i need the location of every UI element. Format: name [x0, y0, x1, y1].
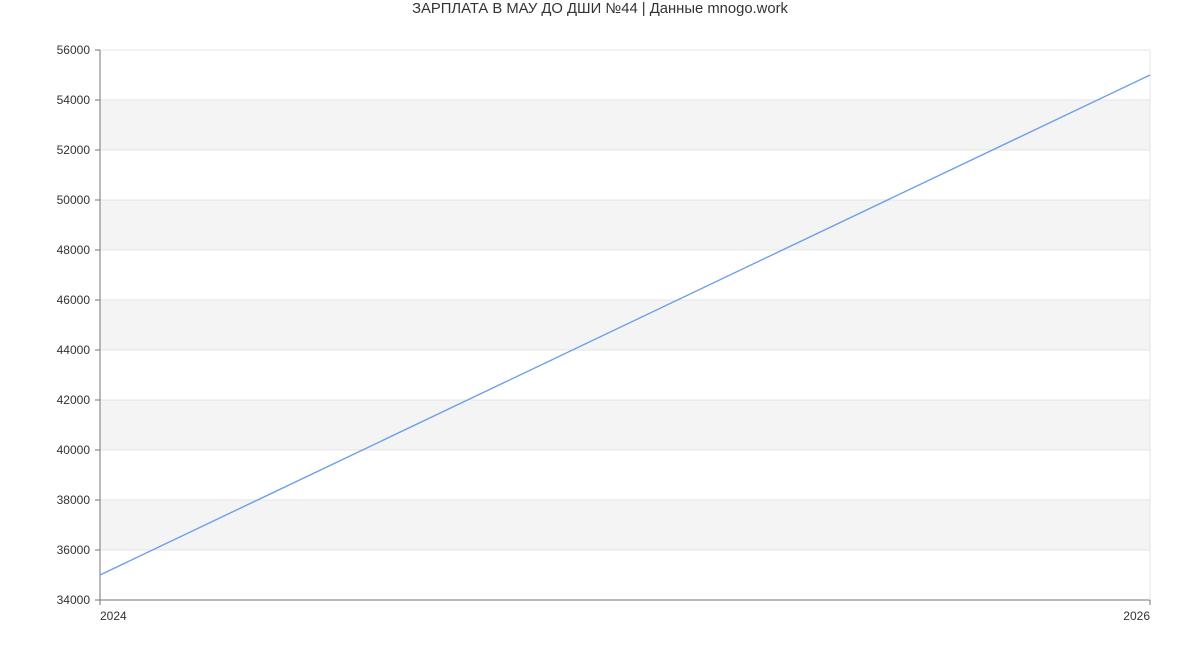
svg-text:46000: 46000 [57, 293, 91, 307]
svg-text:48000: 48000 [57, 243, 91, 257]
svg-text:50000: 50000 [57, 193, 91, 207]
svg-text:44000: 44000 [57, 343, 91, 357]
svg-text:52000: 52000 [57, 143, 91, 157]
svg-text:54000: 54000 [57, 93, 91, 107]
svg-text:2024: 2024 [100, 609, 127, 623]
svg-text:36000: 36000 [57, 543, 91, 557]
svg-text:34000: 34000 [57, 593, 91, 607]
svg-text:56000: 56000 [57, 43, 91, 57]
svg-text:2026: 2026 [1123, 609, 1150, 623]
svg-text:40000: 40000 [57, 443, 91, 457]
svg-text:38000: 38000 [57, 493, 91, 507]
svg-text:42000: 42000 [57, 393, 91, 407]
